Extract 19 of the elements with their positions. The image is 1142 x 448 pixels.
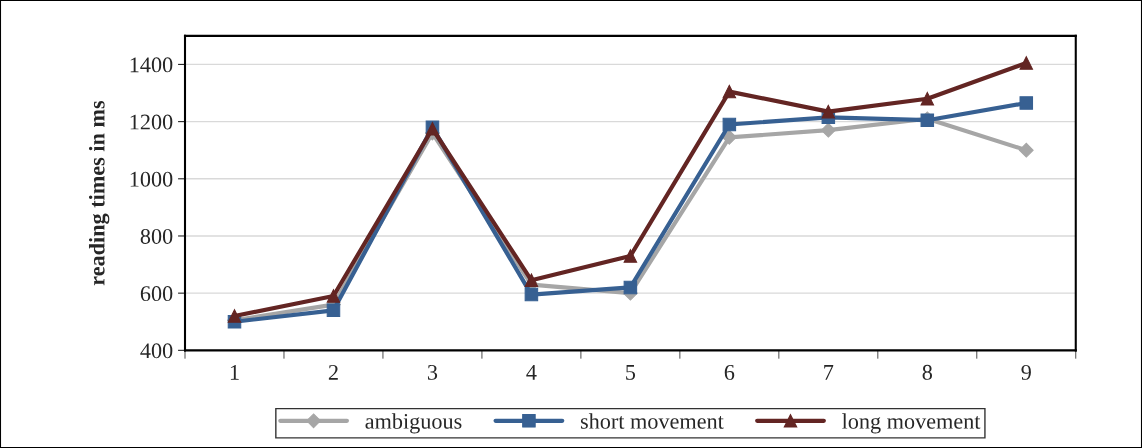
x-tick-label: 8	[922, 364, 933, 380]
x-tick-label: 5	[626, 365, 636, 380]
legend-label: long movement	[842, 413, 981, 434]
y-axis-title: reading times in ms	[88, 100, 110, 286]
x-tick-label: 2	[328, 364, 338, 380]
y-tick-label: 1000	[130, 171, 173, 187]
y-tick-label: 600	[140, 286, 173, 302]
legend-label: ambiguous	[365, 413, 462, 434]
x-tick-label: 3	[427, 364, 438, 380]
legend-label: short movement	[580, 413, 724, 429]
y-tick-label: 400	[140, 343, 173, 359]
x-tick-label: 4	[526, 365, 537, 380]
y-tick-label: 800	[140, 228, 173, 244]
y-tick-label: 1400	[130, 57, 173, 73]
x-tick-label: 1	[230, 364, 239, 380]
y-tick-label: 1200	[130, 114, 173, 130]
x-tick-label: 7	[824, 365, 834, 380]
x-tick-label: 6	[724, 364, 735, 380]
x-tick-label: 9	[1021, 364, 1031, 380]
